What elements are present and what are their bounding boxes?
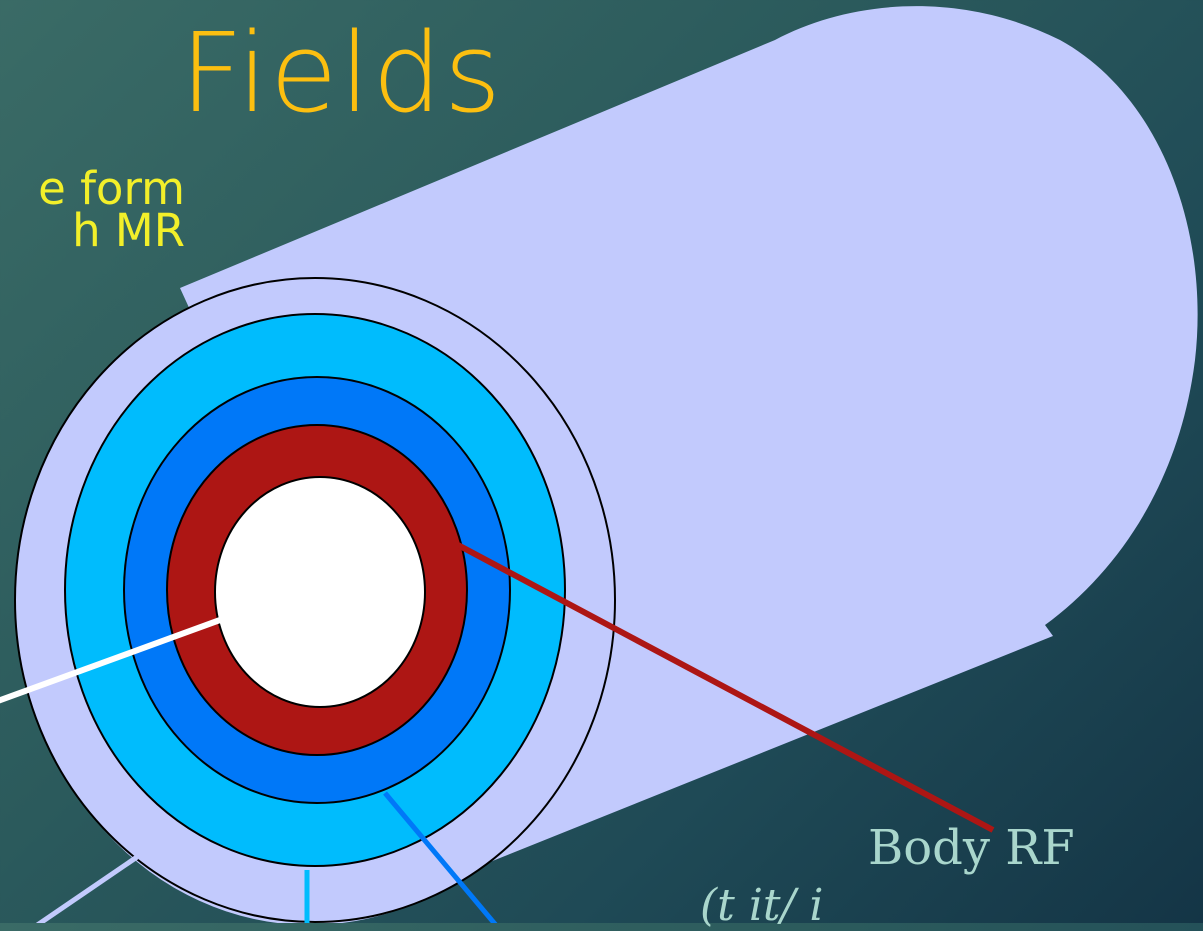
body-rf-label: Body RF — [868, 820, 1075, 876]
shim-leader-line — [383, 791, 498, 923]
body-rf-leader-line — [456, 542, 995, 833]
subtitle-fragment: e form h MR — [38, 162, 185, 257]
bore-leader-line — [0, 617, 222, 704]
cylinder-leader-line — [35, 854, 139, 923]
slide-title: Fields — [180, 9, 504, 137]
body-rf-sublabel: (t it/ i — [700, 880, 824, 931]
bore-opening — [214, 476, 426, 708]
